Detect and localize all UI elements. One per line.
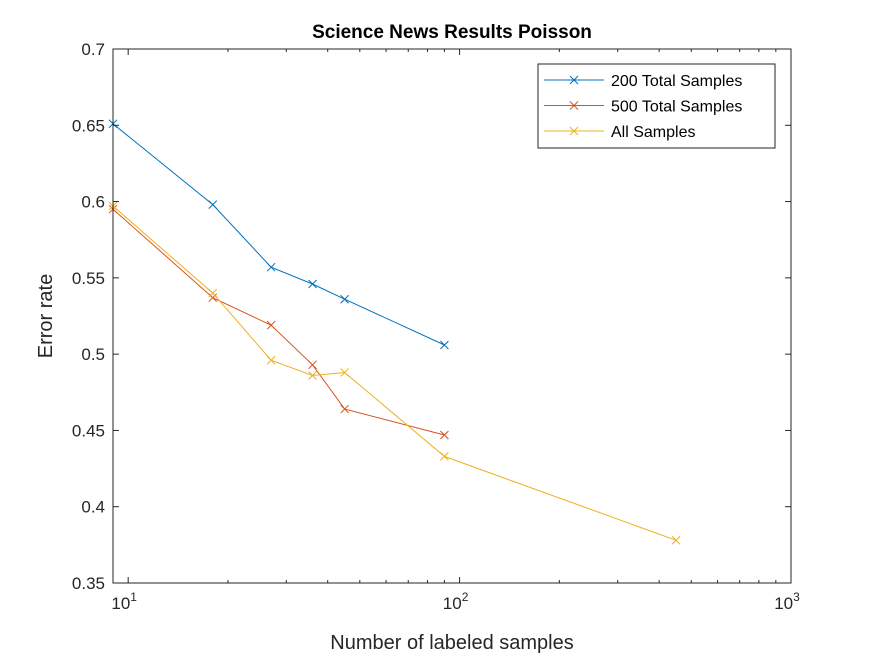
legend-marker — [569, 126, 579, 136]
data-point — [308, 360, 317, 370]
series-line — [112, 208, 445, 436]
legend-marker — [569, 75, 579, 85]
y-tick-label: 0.7 — [81, 40, 105, 59]
x-tick-label: 101 — [111, 590, 137, 613]
y-tick-label: 0.65 — [72, 116, 105, 135]
y-axis-label: Error rate — [35, 274, 57, 358]
data-point — [208, 200, 218, 209]
legend-label: All Samples — [611, 124, 695, 141]
x-axis-label: Number of labeled samples — [330, 632, 573, 654]
y-tick-label: 0.5 — [81, 345, 105, 364]
y-tick-label: 0.6 — [81, 193, 105, 212]
chart-title: Science News Results Poisson — [312, 22, 592, 43]
data-point — [266, 320, 276, 330]
data-point — [266, 355, 276, 365]
data-point — [308, 279, 317, 289]
axis-ticks: 0.35 0.4 0.45 0.5 0.55 0.6 0.65 0.7 101 102 103 — [72, 40, 800, 613]
data-point — [208, 293, 218, 303]
data-point — [266, 262, 276, 272]
data-point — [440, 340, 449, 350]
legend-item: 500 Total Samples — [544, 99, 742, 116]
axes-box — [112, 48, 792, 584]
y-tick-label: 0.55 — [72, 269, 105, 288]
series-line — [112, 123, 445, 346]
x-tick-label: 103 — [774, 590, 800, 613]
legend-item: 200 Total Samples — [544, 73, 742, 90]
legend: 200 Total Samples 500 Total Samples All Sa… — [537, 63, 776, 149]
legend-label: 200 Total Samples — [611, 73, 742, 90]
legend-label: 500 Total Samples — [611, 99, 742, 116]
legend-item: All Samples — [544, 124, 695, 141]
legend-marker — [569, 101, 579, 110]
y-tick-label: 0.35 — [72, 574, 105, 593]
y-tick-label: 0.4 — [81, 498, 105, 517]
series-1 — [108, 119, 449, 350]
data-point — [671, 535, 681, 545]
data-point — [340, 294, 350, 304]
data-point — [440, 452, 449, 461]
chart-marks — [108, 119, 681, 545]
data-point — [340, 368, 350, 377]
data-point — [308, 371, 317, 380]
data-point — [208, 288, 218, 298]
data-point — [440, 430, 449, 440]
data-point — [340, 404, 350, 414]
x-tick-label: 102 — [443, 590, 469, 613]
y-tick-label: 0.45 — [72, 421, 105, 440]
